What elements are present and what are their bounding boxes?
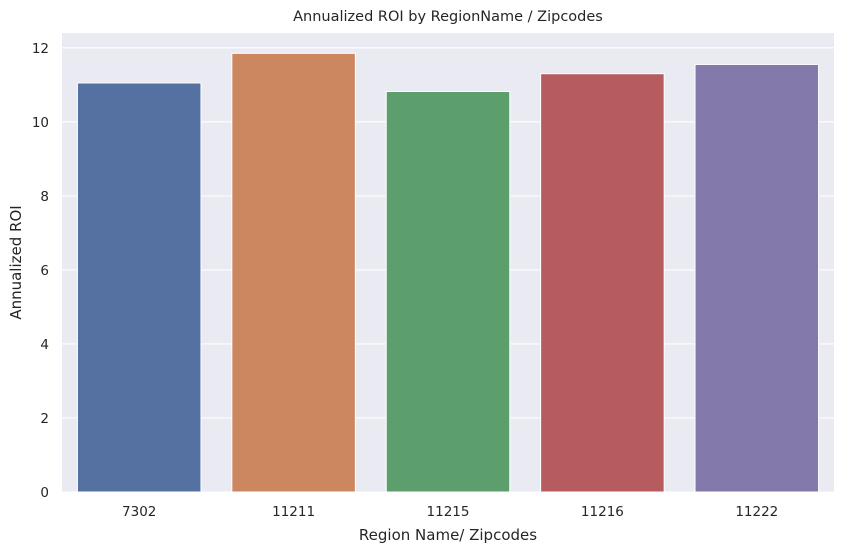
bars	[76, 52, 820, 493]
y-tick-label: 4	[40, 337, 49, 353]
x-axis-ticks: 7302 11211 11215 11216 11222	[122, 504, 778, 520]
y-tick-label: 6	[40, 263, 49, 279]
x-tick-label: 11215	[427, 504, 470, 520]
y-tick-label: 8	[40, 189, 49, 205]
y-tick-label: 0	[40, 485, 49, 501]
x-tick-label: 11216	[581, 504, 624, 520]
bar-11216	[540, 73, 665, 493]
y-tick-label: 12	[32, 41, 49, 57]
x-tick-label: 11211	[272, 504, 315, 520]
bar-11222	[694, 63, 820, 493]
x-axis-label: Region Name/ Zipcodes	[359, 526, 537, 544]
y-axis-label: Annualized ROI	[7, 205, 25, 319]
x-tick-label: 7302	[122, 504, 156, 520]
bar-11211	[231, 52, 356, 493]
chart-title: Annualized ROI by RegionName / Zipcodes	[293, 9, 603, 25]
bar-7302	[76, 82, 202, 493]
x-tick-label: 11222	[735, 504, 778, 520]
y-axis-ticks: 0 2 4 6 8 10 12	[32, 41, 49, 501]
y-tick-label: 2	[40, 411, 49, 427]
y-tick-label: 10	[32, 115, 49, 131]
bar-11215	[385, 90, 511, 493]
